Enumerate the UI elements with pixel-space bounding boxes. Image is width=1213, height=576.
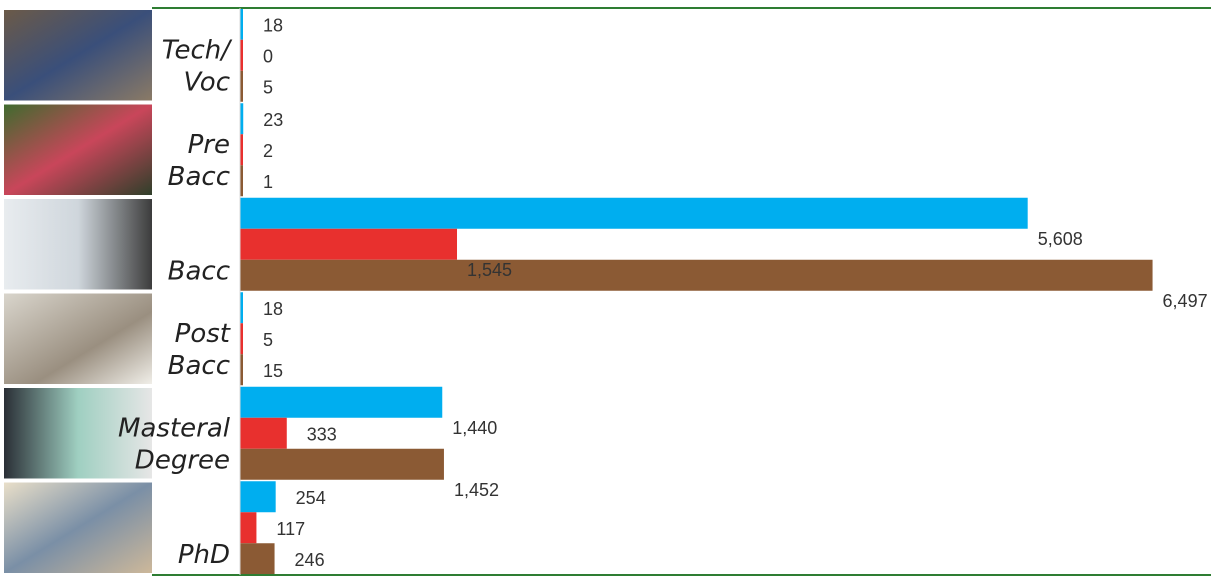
bar bbox=[240, 165, 243, 197]
bar bbox=[240, 70, 243, 102]
workshop-photo-image bbox=[4, 10, 152, 101]
data-label: 1,545 bbox=[467, 260, 512, 280]
bar bbox=[240, 386, 443, 418]
bar bbox=[240, 448, 444, 480]
bar bbox=[240, 292, 243, 324]
garden-photo-image bbox=[4, 104, 152, 195]
data-label: 246 bbox=[295, 550, 325, 570]
data-label: 0 bbox=[263, 46, 273, 66]
category-label: Pre bbox=[188, 130, 230, 160]
category-label: Masteral bbox=[118, 414, 231, 444]
category-label: Post bbox=[175, 319, 231, 349]
data-label: 1,440 bbox=[452, 418, 497, 438]
category-label: Bacc bbox=[168, 257, 230, 287]
bar bbox=[240, 134, 243, 166]
microscope-photo-image bbox=[4, 293, 152, 384]
category-label: PhD bbox=[178, 540, 230, 570]
data-label: 6,497 bbox=[1163, 291, 1208, 311]
bar bbox=[240, 39, 243, 71]
bar bbox=[240, 259, 1153, 291]
category-label: Bacc bbox=[168, 351, 230, 381]
data-label: 5 bbox=[263, 77, 273, 97]
bar bbox=[240, 197, 1028, 229]
bar bbox=[240, 543, 275, 575]
data-label: 23 bbox=[263, 110, 283, 130]
data-label: 2 bbox=[263, 141, 273, 161]
data-label: 5,608 bbox=[1038, 229, 1083, 249]
bar bbox=[240, 512, 257, 544]
category-label: Voc bbox=[184, 68, 230, 98]
category-label: Tech/ bbox=[162, 36, 233, 66]
bar bbox=[240, 323, 243, 355]
category-label: Bacc bbox=[168, 162, 230, 192]
data-label: 1,452 bbox=[454, 480, 499, 500]
bar bbox=[240, 481, 276, 513]
data-label: 1 bbox=[263, 172, 273, 192]
bar bbox=[240, 8, 243, 40]
data-label: 117 bbox=[276, 519, 305, 539]
classroom-photo-image bbox=[4, 482, 152, 573]
bar bbox=[240, 417, 287, 449]
data-label: 18 bbox=[263, 299, 283, 319]
bar bbox=[240, 354, 243, 386]
bar bbox=[240, 103, 244, 135]
bar bbox=[240, 228, 458, 260]
data-label: 15 bbox=[263, 361, 283, 381]
data-label: 333 bbox=[307, 424, 337, 444]
office-photo-image bbox=[4, 388, 152, 479]
category-label: Degree bbox=[135, 446, 230, 476]
data-label: 18 bbox=[263, 15, 283, 35]
data-label: 5 bbox=[263, 330, 273, 350]
graduates-photo-image bbox=[4, 199, 152, 290]
data-label: 254 bbox=[296, 488, 326, 508]
